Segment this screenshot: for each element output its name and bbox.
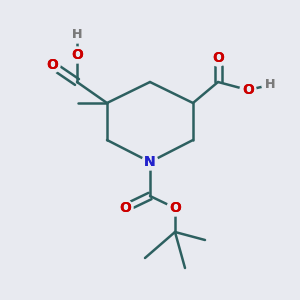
Text: O: O: [242, 83, 254, 97]
Text: O: O: [46, 58, 58, 72]
Circle shape: [262, 77, 278, 93]
Circle shape: [210, 50, 226, 66]
Circle shape: [69, 47, 85, 63]
Circle shape: [117, 200, 133, 216]
Text: H: H: [265, 79, 275, 92]
Text: O: O: [46, 58, 58, 72]
Circle shape: [167, 200, 183, 216]
Text: O: O: [119, 201, 131, 215]
Text: O: O: [212, 51, 224, 65]
Text: N: N: [144, 155, 156, 169]
Circle shape: [142, 154, 158, 170]
Text: O: O: [119, 201, 131, 215]
Text: H: H: [72, 28, 82, 41]
Text: O: O: [169, 201, 181, 215]
Text: O: O: [71, 48, 83, 62]
Text: H: H: [72, 28, 82, 41]
Text: H: H: [265, 79, 275, 92]
Text: O: O: [169, 201, 181, 215]
Circle shape: [69, 27, 85, 43]
Text: O: O: [242, 83, 254, 97]
Text: N: N: [144, 155, 156, 169]
Text: O: O: [71, 48, 83, 62]
Circle shape: [240, 82, 256, 98]
Text: O: O: [212, 51, 224, 65]
Circle shape: [44, 57, 60, 73]
